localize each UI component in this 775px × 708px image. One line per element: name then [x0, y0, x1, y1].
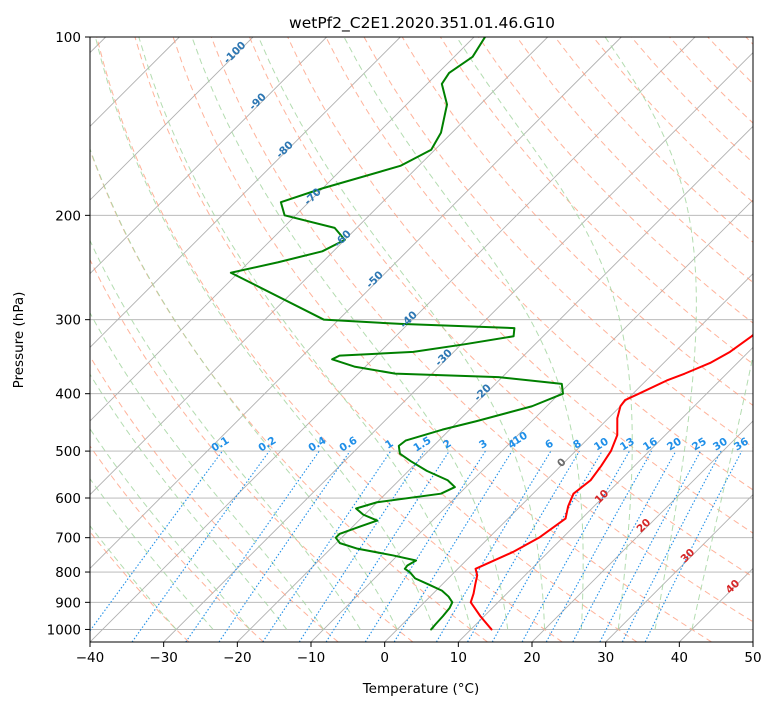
data-layer	[229, 37, 753, 631]
mixing-ratio-line	[364, 450, 486, 642]
isotherm-gridline	[458, 346, 753, 642]
x-tick-label: −20	[223, 650, 252, 666]
moist-adiabat-line	[456, 37, 633, 630]
dry-adiabat-line	[134, 37, 638, 642]
isotherm-gridline	[90, 37, 696, 642]
moist-adiabat-line	[258, 37, 546, 630]
y-tick-label: 900	[55, 595, 81, 611]
isotherm-gridline	[605, 494, 753, 642]
mixing-ratio-line	[90, 450, 223, 632]
isotherm-gridline	[531, 420, 753, 642]
moist-adiabat-line	[90, 524, 177, 630]
y-tick-label: 700	[55, 531, 81, 547]
moist-adiabat-line	[94, 37, 435, 630]
isotherm-gridline	[90, 37, 548, 496]
moist-adiabat-line	[90, 477, 214, 630]
y-tick-label: 400	[55, 387, 81, 403]
y-tick-label: 600	[55, 491, 81, 507]
isotherm-gridline	[90, 37, 254, 201]
dry-adiabat-line	[249, 37, 753, 578]
moist-adiabat-line	[604, 37, 697, 630]
isotherm-gridline	[310, 199, 753, 642]
moist-adiabat-line	[90, 427, 251, 630]
y-tick-label: 800	[55, 565, 81, 581]
y-tick-label: 100	[55, 30, 81, 46]
moist-adiabat-line	[191, 37, 509, 630]
x-tick-label: 40	[671, 650, 688, 666]
dry-adiabat-line	[96, 37, 563, 642]
y-tick-label: 300	[55, 313, 81, 329]
dewpoint-profile-line	[229, 37, 564, 631]
dry-adiabat-line	[90, 258, 414, 642]
moist-adiabat-line	[90, 239, 361, 630]
mixing-ratio-line	[599, 450, 702, 642]
x-tick-label: 0	[380, 650, 389, 666]
chart-title: wetPf2_C2E1.2020.351.01.46.G10	[289, 14, 555, 33]
mixing-ratio-line	[325, 450, 450, 642]
x-tick-label: 50	[744, 650, 761, 666]
y-tick-label: 200	[55, 208, 81, 224]
temperature-profile-line	[469, 333, 753, 631]
isotherm-gridline	[90, 37, 475, 422]
mixing-ratio-line	[621, 450, 722, 642]
moist-adiabat-line	[343, 37, 584, 630]
isotherm-gridline	[90, 37, 622, 569]
dry-adiabat-line	[172, 37, 712, 642]
dry-adiabat-line	[90, 445, 264, 642]
mixing-ratio-line	[298, 450, 425, 642]
mixing-ratio-line	[131, 450, 270, 642]
dry-adiabat-line	[325, 37, 753, 491]
isotherm-gridline	[90, 37, 327, 275]
isotherm-gridline	[163, 52, 753, 642]
x-tick-label: 30	[597, 650, 614, 666]
dry-adiabat-line	[210, 37, 753, 623]
y-tick-label: 500	[55, 444, 81, 460]
x-tick-label: 20	[523, 650, 540, 666]
mixing-ratio-line	[393, 450, 513, 642]
mixing-ratio-line	[262, 450, 392, 642]
x-tick-label: −30	[149, 650, 178, 666]
x-tick-label: −40	[76, 650, 105, 666]
plot-frame	[89, 36, 754, 643]
x-tick-label: 10	[450, 650, 467, 666]
x-tick-label: −10	[297, 650, 326, 666]
moist-adiabat-line	[90, 311, 324, 630]
moist-adiabat-line	[691, 353, 753, 630]
mixing-ratio-line	[644, 450, 743, 642]
mixing-ratio-line	[185, 450, 320, 642]
x-axis-label: Temperature (°C)	[362, 681, 480, 697]
axis-layer: −40 −30 −20 −10 0 10 20 30 40 50 100 200 300 400 500 60…	[47, 30, 762, 666]
mixing-ratio-line	[521, 450, 630, 642]
moist-adiabat-line	[138, 37, 472, 630]
mixing-ratio-line	[435, 450, 552, 642]
moist-adiabat-line	[90, 373, 288, 630]
grid-layer	[90, 37, 753, 642]
y-axis-label: Pressure (hPa)	[11, 292, 27, 389]
mixing-ratio-line	[545, 450, 653, 642]
mixing-ratio-line	[572, 450, 677, 642]
y-tick-label: 1000	[47, 622, 81, 638]
dry-adiabat-line	[287, 37, 753, 534]
isotherm-gridline	[384, 273, 753, 642]
dry-adiabat-line	[516, 37, 753, 284]
mixing-ratio-line	[218, 450, 351, 642]
